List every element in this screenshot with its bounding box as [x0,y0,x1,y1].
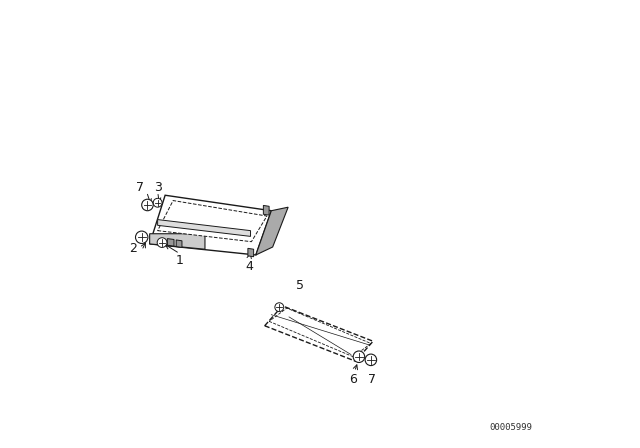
Circle shape [353,351,365,362]
Text: 3: 3 [154,181,161,194]
Circle shape [136,231,148,243]
Circle shape [365,354,376,366]
Polygon shape [256,207,288,255]
Circle shape [153,198,162,207]
Circle shape [275,303,284,312]
Polygon shape [150,195,271,255]
Text: 7: 7 [136,181,144,194]
Polygon shape [157,220,250,237]
Text: 7: 7 [368,373,376,386]
Text: 5: 5 [296,280,304,293]
Polygon shape [264,206,269,215]
Polygon shape [176,240,182,247]
Polygon shape [157,201,267,242]
Text: 2: 2 [129,242,137,255]
Circle shape [157,238,167,247]
Text: 4: 4 [245,259,253,272]
Text: 6: 6 [349,373,357,386]
Polygon shape [248,248,253,257]
Polygon shape [167,239,174,246]
Polygon shape [265,306,373,361]
Text: 1: 1 [176,254,184,267]
Circle shape [141,199,153,211]
Text: 00005999: 00005999 [490,423,532,432]
Polygon shape [150,234,205,249]
